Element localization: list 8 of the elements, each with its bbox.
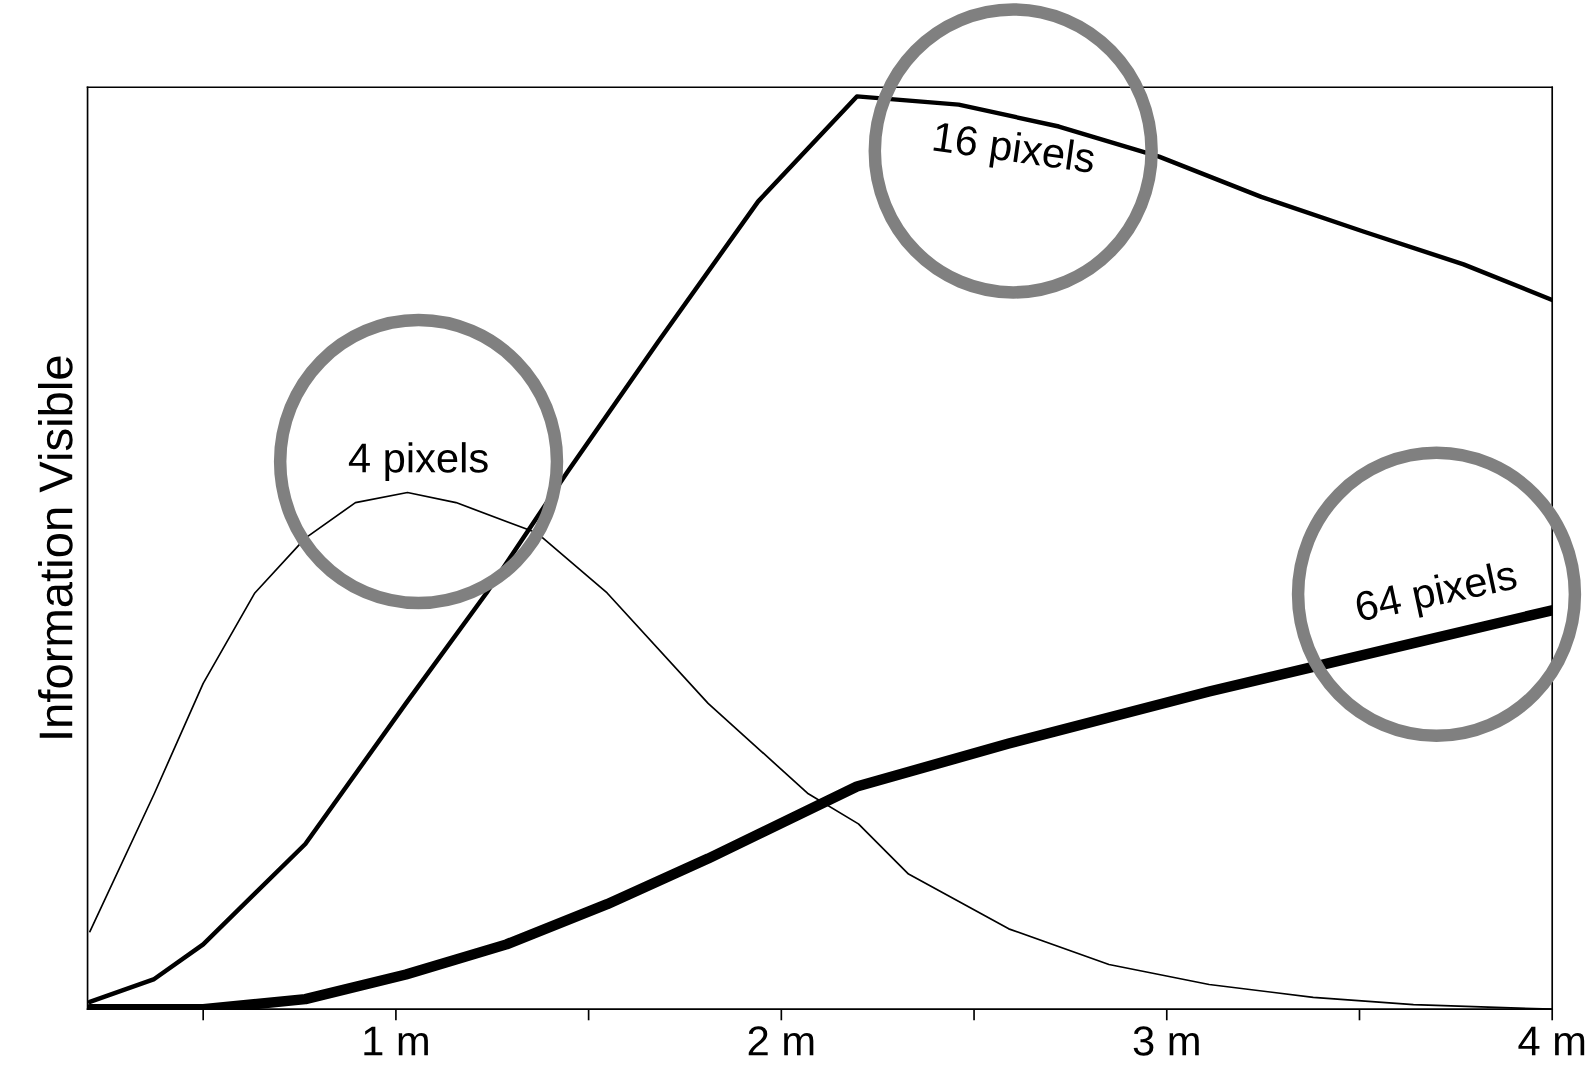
- y-axis-title: Information Visible: [37, 356, 73, 738]
- x-tick-label: 2 m: [748, 1026, 814, 1056]
- x-tick-label: 4 m: [1518, 1026, 1585, 1056]
- annotation: 64 pixels: [1354, 558, 1520, 630]
- annotation: 16 pixels: [932, 120, 1096, 182]
- x-tick-label: 1 m: [364, 1026, 428, 1056]
- x-tick-label: 3 m: [1133, 1026, 1199, 1056]
- annotation: 4 pixels: [348, 442, 488, 481]
